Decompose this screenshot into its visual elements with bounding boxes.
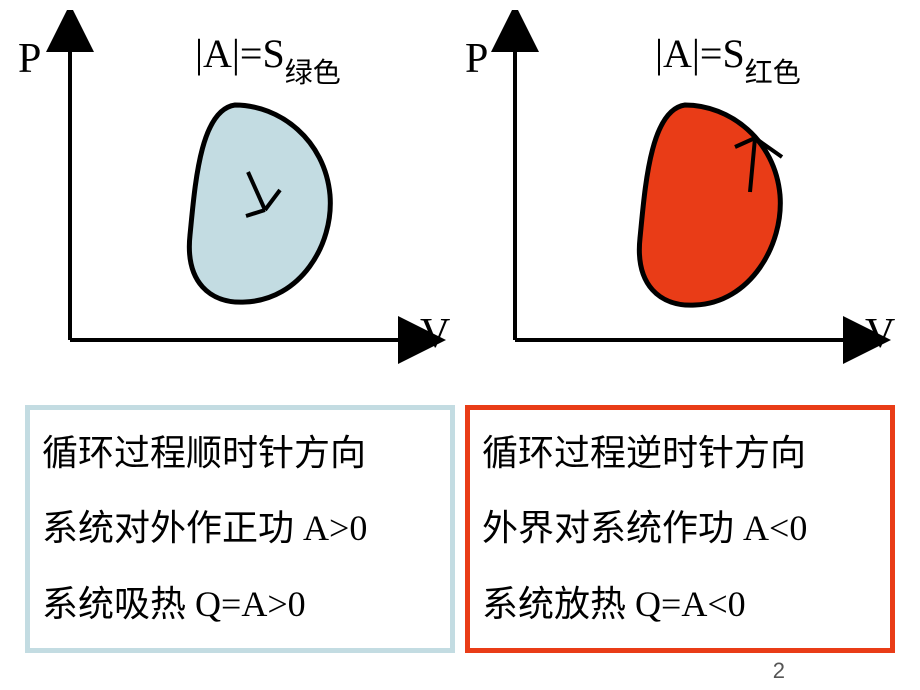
line-3: 系统放热 Q=A<0 xyxy=(482,583,878,626)
line-3-text: 系统吸热 xyxy=(42,584,195,624)
line-3-var: Q=A<0 xyxy=(635,584,746,624)
x-axis-label: V xyxy=(420,310,450,358)
line-3: 系统吸热 Q=A>0 xyxy=(42,583,438,626)
line-2: 外界对系统作功 A<0 xyxy=(482,507,878,550)
y-axis-label: P xyxy=(18,35,41,83)
slide-number: 2 xyxy=(773,658,785,684)
formula-prefix: |A|=S xyxy=(195,31,285,76)
line-2: 系统对外作正功 A>0 xyxy=(42,507,438,550)
right-pv-chart: P V |A|=S红色 xyxy=(460,10,920,380)
line-3-var: Q=A>0 xyxy=(195,584,306,624)
line-2-text: 外界对系统作功 xyxy=(482,508,743,548)
right-info-box: 循环过程逆时针方向 外界对系统作功 A<0 系统放热 Q=A<0 xyxy=(465,405,895,653)
formula-prefix: |A|=S xyxy=(655,31,745,76)
charts-row: P V |A|=S绿色 P V |A|=S红色 xyxy=(0,10,920,380)
left-info-box: 循环过程顺时针方向 系统对外作正功 A>0 系统吸热 Q=A>0 xyxy=(25,405,455,653)
left-pv-chart: P V |A|=S绿色 xyxy=(0,10,460,380)
cycle-loop xyxy=(639,105,780,305)
line-1: 循环过程逆时针方向 xyxy=(482,432,878,475)
line-1: 循环过程顺时针方向 xyxy=(42,432,438,475)
formula-subscript: 红色 xyxy=(745,58,801,89)
x-axis-label: V xyxy=(865,310,895,358)
line-2-var: A>0 xyxy=(303,508,367,548)
line-3-text: 系统放热 xyxy=(482,584,635,624)
line-2-text: 系统对外作正功 xyxy=(42,508,303,548)
area-formula: |A|=S红色 xyxy=(655,30,801,85)
area-formula: |A|=S绿色 xyxy=(195,30,341,85)
line-2-var: A<0 xyxy=(743,508,807,548)
y-axis-label: P xyxy=(465,35,488,83)
info-boxes-row: 循环过程顺时针方向 系统对外作正功 A>0 系统吸热 Q=A>0 循环过程逆时针… xyxy=(25,405,895,653)
formula-subscript: 绿色 xyxy=(285,58,341,89)
cycle-loop xyxy=(189,105,330,302)
